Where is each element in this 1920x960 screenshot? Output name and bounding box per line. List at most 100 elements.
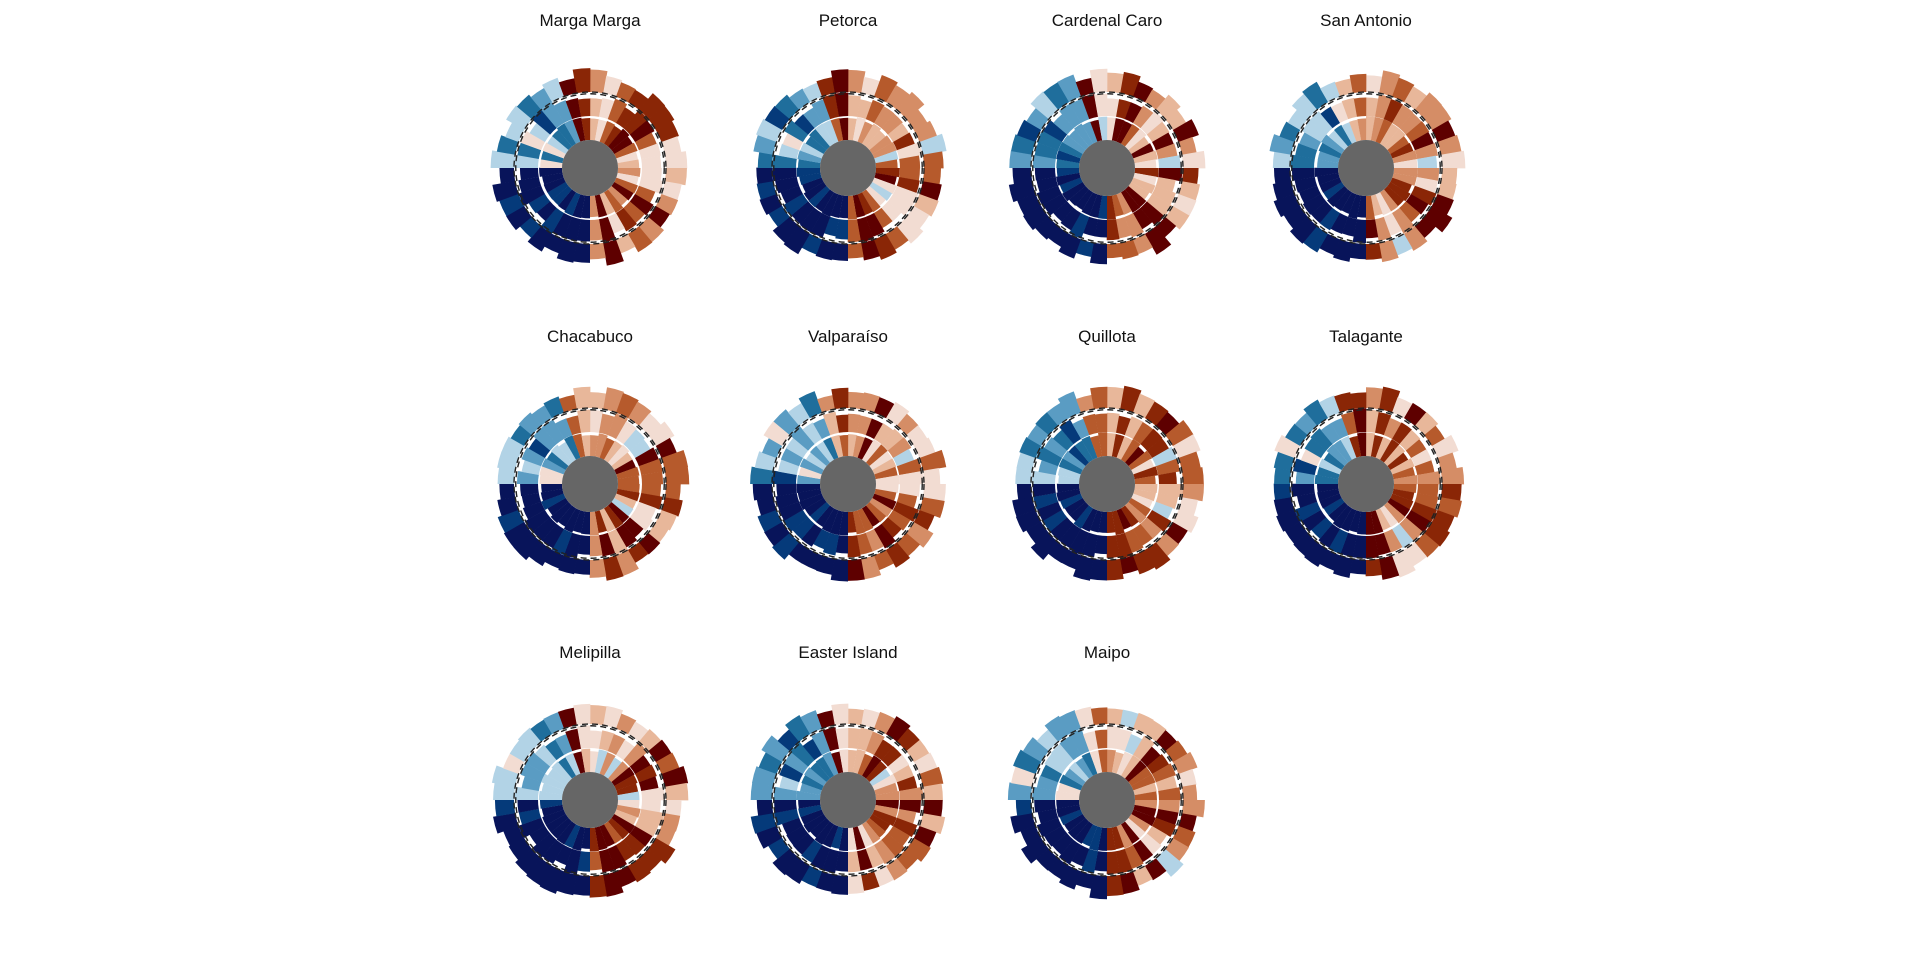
- reference-ring: [515, 93, 665, 243]
- stripe-segment: [552, 185, 573, 206]
- stripe-segment: [803, 813, 827, 833]
- stripe-segment: [779, 775, 800, 791]
- stripe-segment: [1060, 207, 1081, 231]
- stripe-segment: [1302, 81, 1329, 110]
- stripe-segment: [809, 128, 831, 151]
- stripe-segment: [1374, 532, 1391, 556]
- stripe-segment: [750, 812, 777, 834]
- stripe-segment: [520, 483, 539, 497]
- stripe-segment: [545, 739, 565, 761]
- stripe-segment: [1380, 123, 1400, 147]
- stripe-segment: [1378, 239, 1399, 263]
- stripe-segment: [543, 396, 565, 419]
- stripe-segment: [919, 497, 945, 518]
- stripe-segment: [1119, 555, 1139, 575]
- stripe-segment: [1320, 422, 1341, 445]
- stripe-segment: [661, 813, 681, 832]
- stripe-segment: [648, 421, 675, 447]
- stripe-segment: [1089, 558, 1107, 581]
- stripe-segment: [896, 809, 917, 824]
- stripe-segment: [1083, 730, 1099, 752]
- stripe-segment: [796, 167, 821, 177]
- stripe-segment: [1128, 182, 1150, 200]
- stripe-segment: [1115, 848, 1133, 874]
- stripe-segment: [774, 799, 797, 813]
- stripe-segment: [1015, 509, 1042, 533]
- stripe-segment: [1321, 134, 1345, 154]
- stripe-segment: [1318, 142, 1342, 159]
- stripe-segment: [1304, 542, 1328, 567]
- stripe-segment: [499, 193, 525, 217]
- stripe-segment: [816, 441, 835, 463]
- stripe-segment: [796, 790, 821, 800]
- stripe-segment: [629, 439, 651, 459]
- radial-chart: [753, 69, 947, 261]
- stripe-segment: [896, 177, 920, 194]
- stripe-segment: [1158, 168, 1183, 182]
- stripe-segment: [1340, 411, 1358, 436]
- stripe-segment: [558, 505, 576, 527]
- stripe-segment: [1015, 799, 1033, 816]
- stripe-segment: [1272, 151, 1292, 168]
- panel-title: Petorca: [818, 11, 878, 30]
- stripe-segment: [1016, 483, 1033, 500]
- stripe-segment: [1320, 81, 1341, 103]
- stripe-segment: [1383, 529, 1403, 553]
- stripe-segment: [1155, 411, 1180, 436]
- stripe-segment: [1016, 119, 1042, 143]
- stripe-segment: [1366, 409, 1380, 433]
- stripe-segment: [799, 783, 822, 796]
- stripe-segment: [857, 415, 873, 436]
- stripe-segment: [1069, 501, 1090, 522]
- stripe-segment: [803, 107, 823, 129]
- stripe-segment: [783, 226, 810, 255]
- center-hub: [1079, 772, 1135, 828]
- stripe-segment: [804, 767, 827, 786]
- stripe-segment: [1181, 784, 1198, 801]
- stripe-segment: [1172, 751, 1198, 775]
- stripe-segment: [541, 483, 563, 493]
- stripe-segment: [599, 752, 616, 776]
- stripe-segment: [1036, 130, 1063, 151]
- stripe-segment: [1106, 242, 1123, 259]
- stripe-segment: [1120, 385, 1142, 413]
- stripe-segment: [1334, 124, 1353, 147]
- stripe-segment: [1155, 809, 1179, 826]
- radial-chart: [491, 703, 689, 898]
- stripe-segment: [1059, 809, 1083, 826]
- stripe-segment: [1119, 239, 1139, 260]
- stripe-segment: [1036, 729, 1059, 752]
- panel-title: Quillota: [1078, 327, 1136, 346]
- stripe-segment: [1387, 452, 1409, 471]
- stripe-segment: [899, 786, 924, 801]
- stripe-segment: [573, 751, 586, 774]
- stripe-segment: [1032, 483, 1056, 497]
- panel-title: Marga Marga: [539, 11, 641, 30]
- stripe-segment: [1431, 120, 1456, 143]
- reference-ring: [771, 723, 925, 877]
- stripe-segment: [599, 824, 615, 848]
- stripe-segment: [750, 466, 774, 484]
- stripe-segment: [1417, 484, 1439, 497]
- stripe-segment: [1431, 509, 1455, 532]
- stripe-segment: [1094, 93, 1108, 117]
- stripe-segment: [830, 558, 848, 582]
- stripe-segment: [831, 751, 844, 774]
- stripe-segment: [603, 505, 624, 529]
- stripe-segment: [892, 185, 919, 206]
- stripe-segment: [542, 809, 566, 826]
- stripe-segment: [1414, 493, 1439, 510]
- stripe-segment: [856, 216, 874, 243]
- stripe-segment: [1082, 413, 1099, 436]
- stripe-segment: [497, 467, 516, 484]
- stripe-segment: [906, 838, 931, 862]
- stripe-segment: [544, 549, 565, 569]
- stripe-segment: [782, 132, 804, 151]
- stripe-segment: [1365, 242, 1382, 260]
- center-hub: [1338, 140, 1394, 196]
- stripe-segment: [815, 189, 834, 213]
- stripe-segment: [599, 97, 615, 120]
- stripe-segment: [1131, 458, 1155, 475]
- stripe-segment: [541, 783, 564, 796]
- stripe-segment: [1098, 749, 1108, 773]
